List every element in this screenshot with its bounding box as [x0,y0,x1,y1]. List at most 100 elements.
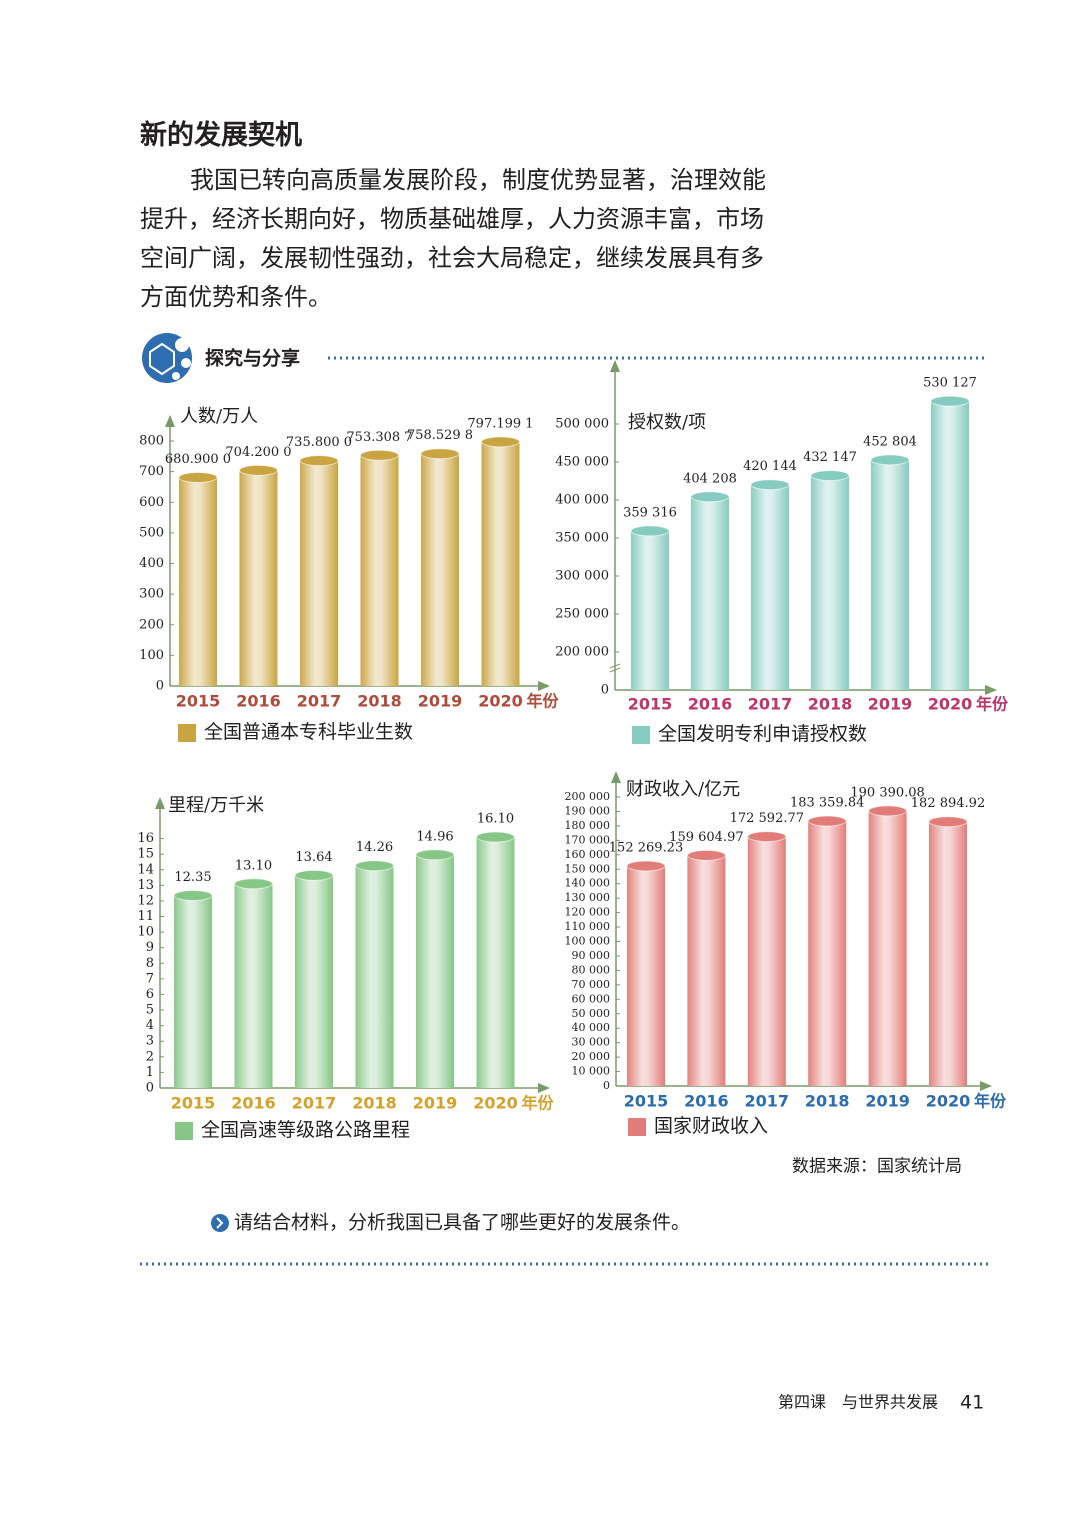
bar-shine [300,460,338,686]
y-tick-label: 140 000 [565,877,611,890]
page-number: 41 [960,1392,984,1414]
bar-shine [355,865,394,1088]
x-tick-label: 2019 [418,692,463,711]
footer-lesson: 第四课 与世界共发展 [778,1393,938,1412]
bar-shine [808,821,847,1086]
value-label: 14.96 [416,829,453,844]
bar-cap [747,831,787,843]
value-label: 432 147 [803,450,857,465]
y-tick-label: 100 000 [565,935,611,948]
bar-shine [476,837,515,1088]
y-arrow [165,415,175,427]
x-tick-label: 2015 [624,1092,669,1111]
bar-shine [295,875,333,1088]
y-tick-label: 8 [146,956,154,971]
x-tick-label: 2016 [231,1094,276,1113]
legend-swatch [175,1122,193,1140]
value-label: 359 316 [623,505,677,520]
x-tick-label: 2015 [171,1094,216,1113]
y-tick-label: 400 000 [555,493,609,508]
y-arrow [155,797,165,809]
y-tick-label: 0 [146,1081,154,1096]
x-arrow [538,681,550,691]
bar-shine [239,470,278,686]
x-axis-title: 年份 [976,695,1009,714]
value-label: 172 592.77 [730,811,804,826]
y-tick-label: 40 000 [572,1021,611,1034]
bar-cap [870,454,910,466]
question: 请结合材料，分析我国已具备了哪些更好的发展条件。 [234,1212,690,1234]
y-tick-label: 1 [146,1065,154,1080]
y-axis-title: 授权数/项 [628,412,706,433]
y-tick-label: 13 [137,878,154,893]
legend-label: 全国普通本专科毕业生数 [204,721,413,743]
x-tick-label: 2017 [292,1094,337,1113]
bar-cap [690,491,730,503]
value-label: 16.10 [477,812,514,827]
bar-shine [691,496,729,690]
bar-shine [871,459,909,690]
bar-shine [416,854,454,1088]
y-tick-label: 110 000 [565,920,611,933]
y-tick-label: 130 000 [565,891,611,904]
y-arrow [610,360,620,372]
bar-cap [239,464,278,476]
y-tick-label: 800 [139,434,164,449]
x-tick-label: 2017 [745,1092,790,1111]
x-tick-label: 2020 [926,1092,971,1111]
bar-shine [360,455,399,686]
x-tick-label: 2016 [684,1092,729,1111]
bar-cap [294,869,334,881]
y-tick-label: 160 000 [565,848,611,861]
legend-label: 国家财政收入 [654,1115,768,1137]
x-tick-label: 2019 [868,695,913,714]
x-axis-title: 年份 [974,1092,1007,1111]
bar-shine [811,475,849,690]
y-tick-label: 70 000 [572,978,611,991]
x-tick-label: 2016 [688,695,733,714]
bar-shine [421,453,459,686]
value-label: 420 144 [743,459,797,474]
bar-cap [476,831,515,843]
bar-cap [807,815,847,827]
y-tick-label: 30 000 [572,1036,611,1049]
y-tick-label: 80 000 [572,963,611,976]
x-tick-label: 2017 [748,695,793,714]
bar-shine [929,821,967,1086]
value-label: 12.35 [174,870,211,885]
bar-cap [355,860,394,872]
y-tick-label: 100 [139,648,164,663]
value-label: 152 269.23 [609,840,683,855]
y-tick-label: 50 000 [572,1007,611,1020]
y-tick-label: 300 [139,587,164,602]
value-label: 452 804 [863,434,917,449]
y-tick-label: 500 000 [555,417,609,432]
paragraph-line: 我国已转向高质量发展阶段，制度优势显著，治理效能 [190,166,766,194]
value-label: 404 208 [683,471,737,486]
bar-shine [747,836,786,1086]
y-tick-label: 10 [137,925,154,940]
bar-cap [234,878,273,890]
section-icon [142,333,192,383]
x-arrow [980,1081,992,1091]
y-tick-label: 6 [146,987,154,1002]
legend-swatch [628,1118,646,1136]
y-tick-label: 200 000 [565,790,611,803]
bar-cap [630,525,670,537]
x-tick-label: 2016 [236,692,281,711]
x-tick-label: 2017 [297,692,342,711]
bar-cap [415,849,455,861]
value-label: 797.199 1 [467,416,533,431]
y-axis-title: 人数/万人 [180,406,258,427]
y-tick-label: 11 [137,909,154,924]
y-tick-label: 90 000 [572,949,611,962]
bar-shine [627,865,665,1086]
x-tick-label: 2015 [176,692,221,711]
y-tick-label: 0 [603,1079,610,1092]
bar-cap [360,449,399,461]
value-label: 13.10 [235,858,272,873]
axis-break [609,663,621,673]
y-axis-title: 里程/万千米 [168,795,264,816]
